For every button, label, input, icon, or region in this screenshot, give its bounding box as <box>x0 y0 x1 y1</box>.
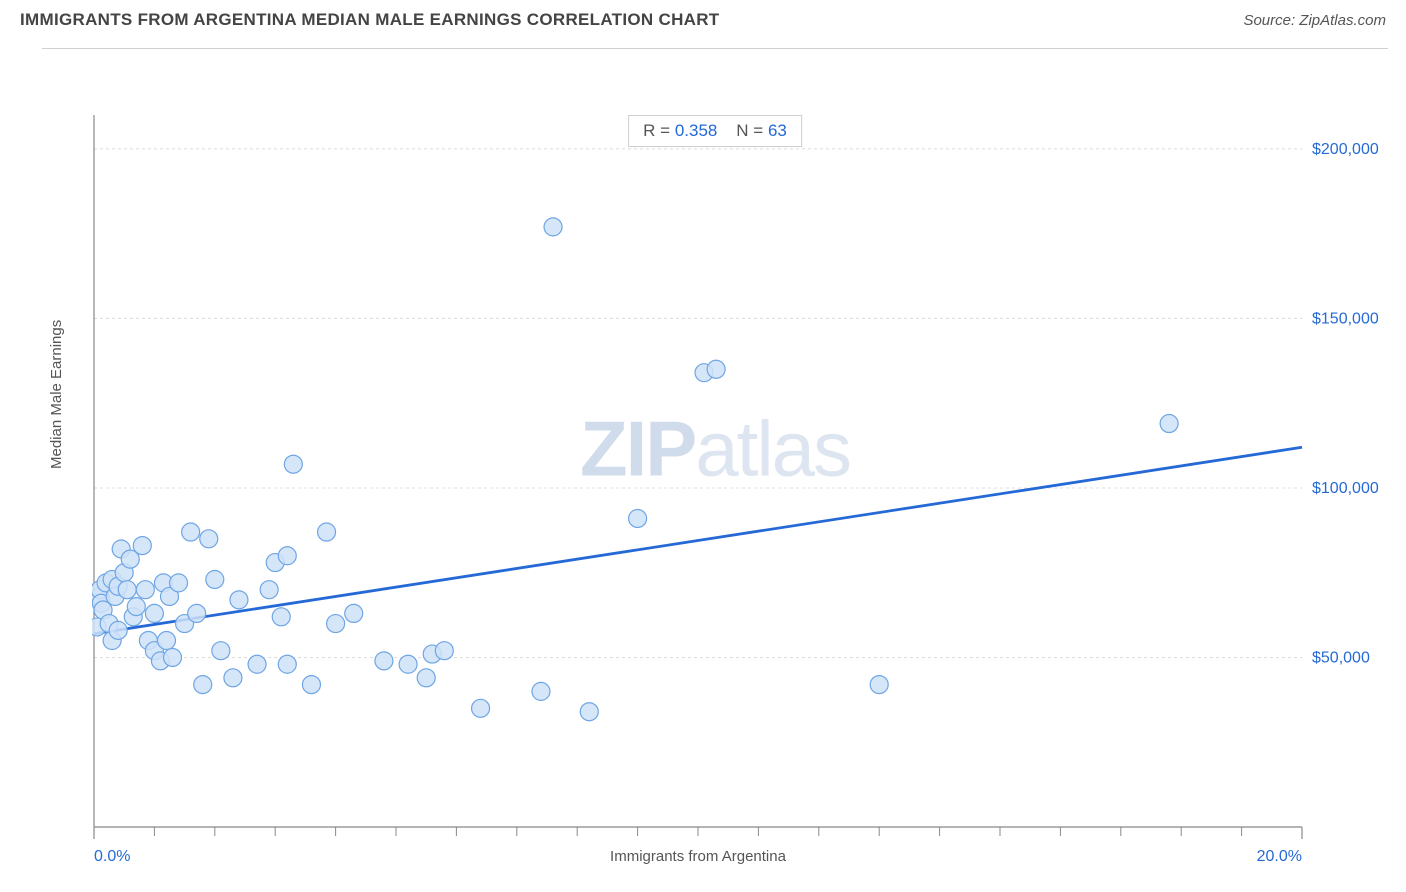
watermark: ZIPatlas <box>580 404 850 495</box>
chart-container: Median Male Earnings R = 0.358 N = 63 ZI… <box>42 48 1388 846</box>
chart-title: IMMIGRANTS FROM ARGENTINA MEDIAN MALE EA… <box>20 10 719 30</box>
scatter-plot: 0.0% 20.0% Immigrants from Argentina $50,00… <box>92 109 1392 881</box>
stats-box: R = 0.358 N = 63 <box>628 115 802 147</box>
svg-text:0.0%: 0.0% <box>94 848 130 865</box>
svg-text:$150,000: $150,000 <box>1312 310 1379 327</box>
watermark-zip: ZIP <box>580 405 695 493</box>
svg-text:Immigrants from Argentina: Immigrants from Argentina <box>610 848 787 865</box>
r-value: 0.358 <box>675 121 718 140</box>
header: IMMIGRANTS FROM ARGENTINA MEDIAN MALE EA… <box>0 0 1406 36</box>
source-label: Source: ZipAtlas.com <box>1243 12 1386 29</box>
watermark-atlas: atlas <box>695 405 850 493</box>
svg-text:20.0%: 20.0% <box>1257 848 1302 865</box>
n-label: N = <box>736 121 763 140</box>
r-label: R = <box>643 121 670 140</box>
svg-text:$200,000: $200,000 <box>1312 141 1379 158</box>
y-axis-label: Median Male Earnings <box>48 320 65 469</box>
svg-text:$50,000: $50,000 <box>1312 649 1370 666</box>
n-value: 63 <box>768 121 787 140</box>
svg-text:$100,000: $100,000 <box>1312 480 1379 497</box>
